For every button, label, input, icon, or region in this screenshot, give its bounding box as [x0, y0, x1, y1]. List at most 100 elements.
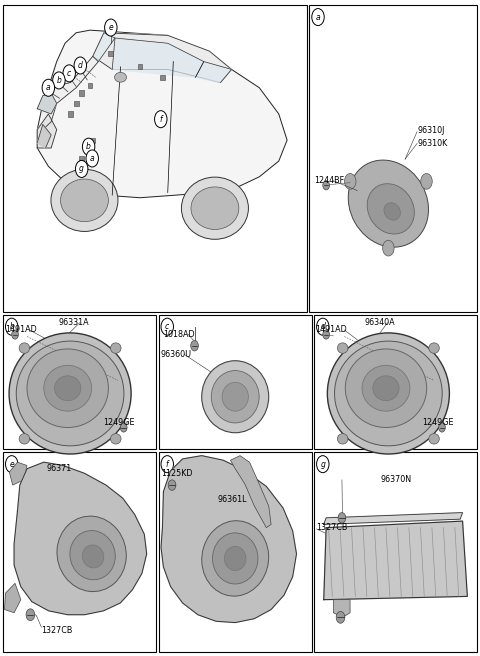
Ellipse shape: [222, 382, 248, 411]
Text: d: d: [320, 322, 325, 331]
Text: 1491AD: 1491AD: [5, 325, 37, 335]
Ellipse shape: [82, 545, 104, 568]
Text: 96331A: 96331A: [58, 318, 89, 327]
Bar: [314, 453, 477, 652]
Circle shape: [155, 111, 167, 128]
Bar: [138, 64, 143, 70]
Ellipse shape: [225, 546, 246, 571]
Polygon shape: [9, 462, 27, 485]
Polygon shape: [37, 125, 51, 148]
Text: 96310J: 96310J: [417, 126, 444, 134]
Circle shape: [105, 19, 117, 36]
Polygon shape: [161, 456, 297, 623]
Bar: [158, 315, 312, 449]
Polygon shape: [333, 600, 350, 617]
Text: 96310K: 96310K: [417, 139, 447, 148]
Ellipse shape: [110, 343, 121, 354]
Ellipse shape: [51, 169, 118, 232]
Circle shape: [421, 173, 432, 189]
Text: 1491AD: 1491AD: [316, 325, 348, 335]
Circle shape: [317, 318, 329, 335]
Text: 96360U: 96360U: [160, 350, 191, 359]
Ellipse shape: [70, 531, 115, 580]
Ellipse shape: [337, 343, 348, 354]
Polygon shape: [43, 56, 98, 130]
Text: 1327CB: 1327CB: [41, 626, 73, 635]
Ellipse shape: [191, 187, 239, 230]
Circle shape: [42, 79, 55, 96]
Circle shape: [26, 609, 35, 621]
Ellipse shape: [181, 177, 249, 239]
Bar: [108, 51, 113, 56]
Polygon shape: [93, 33, 231, 83]
Ellipse shape: [55, 376, 81, 401]
Ellipse shape: [348, 160, 429, 247]
Circle shape: [161, 456, 173, 473]
Text: b: b: [9, 322, 14, 331]
Ellipse shape: [367, 184, 414, 234]
Text: g: g: [79, 165, 84, 173]
Ellipse shape: [327, 333, 449, 454]
Ellipse shape: [60, 179, 108, 222]
Text: 96371: 96371: [46, 464, 72, 473]
Bar: [3, 5, 307, 312]
Text: b: b: [57, 76, 61, 85]
Circle shape: [336, 611, 345, 623]
Ellipse shape: [345, 349, 427, 428]
Ellipse shape: [16, 341, 124, 446]
Ellipse shape: [110, 434, 121, 444]
Bar: [160, 75, 165, 80]
Circle shape: [168, 480, 176, 490]
Circle shape: [312, 9, 324, 26]
Circle shape: [53, 72, 65, 89]
Text: f: f: [159, 115, 162, 124]
Text: 1018AD: 1018AD: [163, 330, 195, 339]
Ellipse shape: [9, 333, 131, 454]
Text: a: a: [316, 12, 320, 22]
Bar: [310, 5, 477, 312]
Text: 1327CB: 1327CB: [317, 523, 348, 532]
Bar: [79, 156, 84, 161]
Circle shape: [345, 173, 356, 189]
Circle shape: [338, 512, 346, 523]
Text: 1244BF: 1244BF: [314, 176, 344, 185]
Polygon shape: [230, 456, 271, 527]
Text: c: c: [67, 69, 72, 78]
Text: 96361L: 96361L: [217, 495, 247, 504]
Ellipse shape: [384, 203, 400, 220]
Ellipse shape: [211, 371, 259, 423]
Bar: [79, 91, 84, 96]
Ellipse shape: [362, 365, 410, 411]
Bar: [3, 453, 156, 652]
Text: 1249GE: 1249GE: [422, 419, 454, 428]
Circle shape: [75, 161, 88, 177]
Bar: [88, 83, 92, 88]
Ellipse shape: [429, 434, 439, 444]
Circle shape: [323, 330, 329, 339]
Polygon shape: [14, 462, 147, 615]
Ellipse shape: [19, 434, 30, 444]
Polygon shape: [37, 30, 287, 197]
Circle shape: [317, 456, 329, 473]
Text: e: e: [108, 23, 113, 32]
Ellipse shape: [337, 434, 348, 444]
Polygon shape: [324, 512, 463, 524]
Ellipse shape: [19, 343, 30, 354]
Circle shape: [439, 423, 445, 432]
Ellipse shape: [202, 361, 269, 433]
Ellipse shape: [202, 521, 269, 596]
Text: b: b: [86, 142, 91, 151]
Text: e: e: [9, 460, 14, 468]
Ellipse shape: [115, 72, 127, 82]
Text: 1125KD: 1125KD: [161, 469, 192, 478]
Polygon shape: [324, 521, 468, 600]
Text: d: d: [78, 61, 83, 70]
Polygon shape: [37, 114, 57, 148]
Ellipse shape: [335, 341, 442, 446]
Ellipse shape: [57, 516, 126, 592]
Circle shape: [86, 150, 98, 167]
Ellipse shape: [373, 376, 399, 401]
Circle shape: [5, 318, 18, 335]
Bar: [74, 101, 79, 106]
Circle shape: [5, 456, 18, 473]
